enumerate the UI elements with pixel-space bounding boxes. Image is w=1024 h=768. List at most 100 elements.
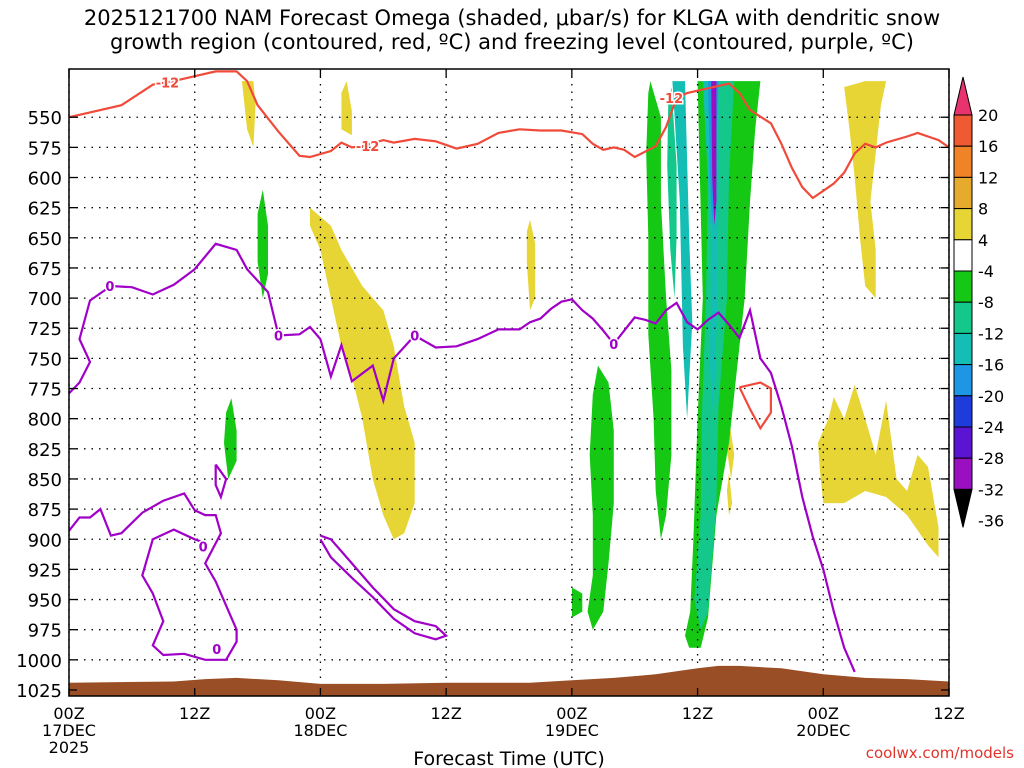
omega-region-9 bbox=[257, 189, 268, 299]
omega-region-3 bbox=[526, 219, 536, 311]
contour-labels: -12 -12 -12 0 0 0 0 0 0 bbox=[104, 75, 685, 660]
colorbar-swatch-3 bbox=[953, 176, 973, 210]
title-line-2: growth region (contoured, red, ºC) and f… bbox=[110, 30, 914, 54]
omega-region-13 bbox=[646, 81, 672, 540]
colorbar-bottom-arrow bbox=[953, 488, 973, 528]
x-tick-label-2: 00Z bbox=[305, 704, 336, 723]
colorbar-label-4: 4 bbox=[978, 231, 988, 250]
colorbar-swatch-1 bbox=[953, 114, 973, 147]
colorbar-label-5: -4 bbox=[978, 262, 994, 281]
y-tick-label-850: 850 bbox=[28, 470, 62, 491]
contour-label-2: -12 bbox=[660, 92, 684, 107]
small-contour-1 bbox=[738, 381, 773, 431]
colorbar-label-9: -20 bbox=[978, 387, 1004, 406]
colorbar-label-2: 12 bbox=[978, 168, 998, 187]
small-contour-0 bbox=[319, 534, 449, 641]
x-tick-date-0: 17DEC bbox=[42, 721, 96, 740]
freezing-level-lower-contour bbox=[68, 492, 238, 661]
contour-label-7: 0 bbox=[199, 540, 208, 555]
colorbar-label-11: -28 bbox=[978, 449, 1004, 468]
y-tick-label-575: 575 bbox=[28, 138, 62, 159]
y-tick-label-975: 975 bbox=[28, 621, 62, 642]
contour-label-6: 0 bbox=[609, 338, 618, 353]
plot-frame bbox=[68, 68, 950, 697]
omega-region-11 bbox=[587, 365, 614, 630]
y-tick-label-750: 750 bbox=[28, 349, 62, 370]
colorbar-swatch-8 bbox=[953, 332, 973, 366]
credit-text: coolwx.com/models bbox=[865, 744, 1014, 762]
chart-title: 2025121700 NAM Forecast Omega (shaded, μ… bbox=[0, 6, 1024, 54]
omega-region-10 bbox=[224, 398, 237, 479]
x-tick-date-2: 18DEC bbox=[293, 721, 347, 740]
y-tick-label-825: 825 bbox=[28, 440, 62, 461]
contour-label-3: 0 bbox=[105, 280, 114, 295]
y-tick-label-925: 925 bbox=[28, 560, 62, 581]
omega-region-2 bbox=[341, 81, 352, 136]
x-tick-date-4: 19DEC bbox=[545, 721, 599, 740]
x-tick-date-6: 20DEC bbox=[796, 721, 850, 740]
colorbar-label-8: -16 bbox=[978, 356, 1004, 375]
omega-region-16 bbox=[667, 87, 677, 299]
gridlines bbox=[68, 69, 950, 696]
colorbar-swatch-10 bbox=[953, 395, 973, 428]
omega-region-7 bbox=[844, 81, 887, 299]
y-tick-label-1000: 1000 bbox=[16, 651, 62, 672]
contour-label-5: 0 bbox=[410, 329, 419, 344]
x-tick-label-5: 12Z bbox=[682, 704, 713, 723]
omega-region-12 bbox=[571, 587, 583, 618]
x-tick-year-0: 2025 bbox=[49, 738, 90, 757]
colorbar-swatch-11 bbox=[953, 426, 973, 459]
x-tick-label-6: 00Z bbox=[808, 704, 839, 723]
colorbar-label-7: -12 bbox=[978, 324, 1004, 343]
colorbar-swatch-6 bbox=[953, 270, 973, 303]
colorbar: 20 16 12 8 4 -4 -8 -12 -16 -20 -24 -28 -32 -36 bbox=[953, 76, 1004, 531]
y-tick-label-800: 800 bbox=[28, 410, 62, 431]
x-axis-label: Forecast Time (UTC) bbox=[413, 748, 604, 768]
x-tick-label-7: 12Z bbox=[933, 704, 964, 723]
y-tick-label-950: 950 bbox=[28, 591, 62, 612]
y-tick-label-775: 775 bbox=[28, 380, 62, 401]
colorbar-label-0: 20 bbox=[978, 106, 998, 125]
y-tick-label-650: 650 bbox=[28, 229, 62, 250]
contour-label-8: 0 bbox=[212, 643, 221, 658]
y-tick-label-700: 700 bbox=[28, 289, 62, 310]
colorbar-label-1: 16 bbox=[978, 137, 998, 156]
y-tick-label-1025: 1025 bbox=[16, 681, 62, 702]
axes: 550 575 600 625 650 675 700 725 750 775 800 825 850 8… bbox=[16, 69, 965, 757]
omega-region-6 bbox=[818, 384, 939, 558]
x-tick-label-1: 12Z bbox=[179, 704, 210, 723]
colorbar-label-12: -32 bbox=[978, 480, 1004, 499]
x-tick-label-3: 12Z bbox=[430, 704, 461, 723]
x-tick-label-0: 00Z bbox=[53, 704, 84, 723]
colorbar-top-arrow bbox=[953, 76, 973, 116]
y-tick-label-900: 900 bbox=[28, 530, 62, 551]
colorbar-swatch-12 bbox=[953, 457, 973, 490]
ground-surface bbox=[69, 665, 949, 696]
title-line-1: 2025121700 NAM Forecast Omega (shaded, μ… bbox=[83, 6, 941, 30]
omega-region-5 bbox=[726, 472, 733, 516]
omega-shading-layer bbox=[224, 81, 939, 648]
dgz-minus12-contour bbox=[68, 70, 950, 200]
colorbar-label-10: -24 bbox=[978, 418, 1004, 437]
contour-label-1: -12 bbox=[356, 140, 380, 155]
contour-label-4: 0 bbox=[274, 329, 283, 344]
y-tick-label-625: 625 bbox=[28, 199, 62, 220]
colorbar-swatch-5 bbox=[953, 239, 973, 272]
contour-layer bbox=[68, 70, 950, 673]
omega-region-17 bbox=[672, 81, 693, 419]
colorbar-label-13: -36 bbox=[978, 512, 1004, 531]
y-tick-label-675: 675 bbox=[28, 259, 62, 280]
colorbar-swatch-9 bbox=[953, 364, 973, 397]
y-tick-label-600: 600 bbox=[28, 169, 62, 190]
colorbar-swatch-4 bbox=[953, 208, 973, 241]
colorbar-label-6: -8 bbox=[978, 293, 994, 312]
omega-region-0 bbox=[241, 81, 256, 148]
colorbar-swatch-7 bbox=[953, 301, 973, 334]
ground-layer bbox=[69, 665, 949, 696]
y-tick-label-875: 875 bbox=[28, 500, 62, 521]
y-tick-label-725: 725 bbox=[28, 319, 62, 340]
x-tick-label-4: 00Z bbox=[556, 704, 587, 723]
contour-label-0: -12 bbox=[156, 76, 180, 91]
colorbar-swatch-2 bbox=[953, 145, 973, 178]
